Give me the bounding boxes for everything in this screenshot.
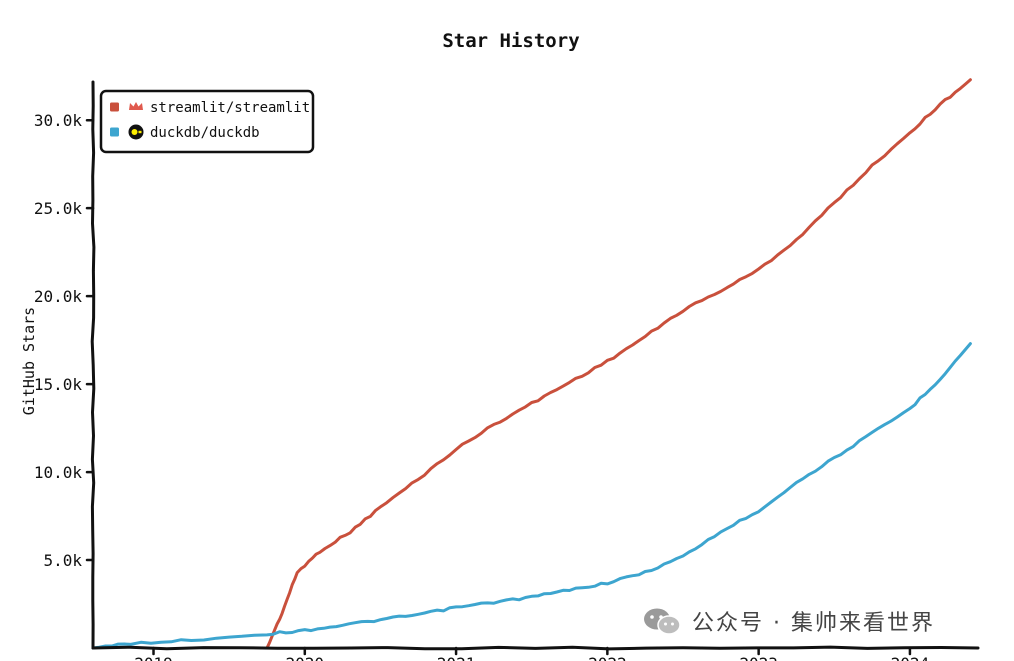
- x-tick-label: 2023: [739, 654, 778, 661]
- series-line-streamlit: [265, 78, 972, 650]
- x-tick-label: 2024: [891, 654, 930, 661]
- y-tick-label: 30.0k: [34, 111, 83, 130]
- x-tick-label: 2020: [286, 654, 325, 661]
- y-axis-line: [90, 80, 96, 650]
- x-tick-label: 2021: [437, 654, 476, 661]
- legend-swatch-duckdb: [110, 127, 119, 137]
- x-axis-line: [91, 645, 980, 651]
- legend-box: [99, 89, 315, 154]
- crown-icon: [129, 102, 143, 110]
- y-tick-label: 5.0k: [43, 551, 82, 570]
- y-tick-label: 25.0k: [34, 199, 83, 218]
- y-tick-label: 15.0k: [34, 375, 83, 394]
- axes-layer: [90, 80, 980, 651]
- legend-label-streamlit: streamlit/streamlit: [150, 100, 310, 116]
- ticks-layer: 5.0k 10.0k 15.0k 20.0k 25.0k 30.0k 2019 2020 202…: [34, 111, 929, 661]
- legend-swatch-streamlit: [110, 102, 119, 112]
- legend-label-duckdb: duckdb/duckdb: [150, 125, 260, 141]
- series-layer: [91, 78, 972, 650]
- y-axis-label: GitHub Stars: [20, 307, 38, 415]
- y-tick-label: 20.0k: [34, 287, 83, 306]
- watermark: 公众号 · 集帅来看世界: [642, 604, 992, 638]
- chart-title: Star History: [442, 30, 579, 52]
- x-tick-label: 2022: [588, 654, 627, 661]
- legend: streamlit/streamlit duckdb/duckdb: [99, 89, 315, 154]
- y-tick-label: 10.0k: [34, 463, 83, 482]
- duckdb-icon: [128, 124, 144, 140]
- wechat-icon: [644, 608, 681, 635]
- watermark-text: 公众号 · 集帅来看世界: [692, 611, 935, 636]
- series-line-duckdb: [91, 342, 972, 650]
- x-tick-label: 2019: [134, 654, 173, 661]
